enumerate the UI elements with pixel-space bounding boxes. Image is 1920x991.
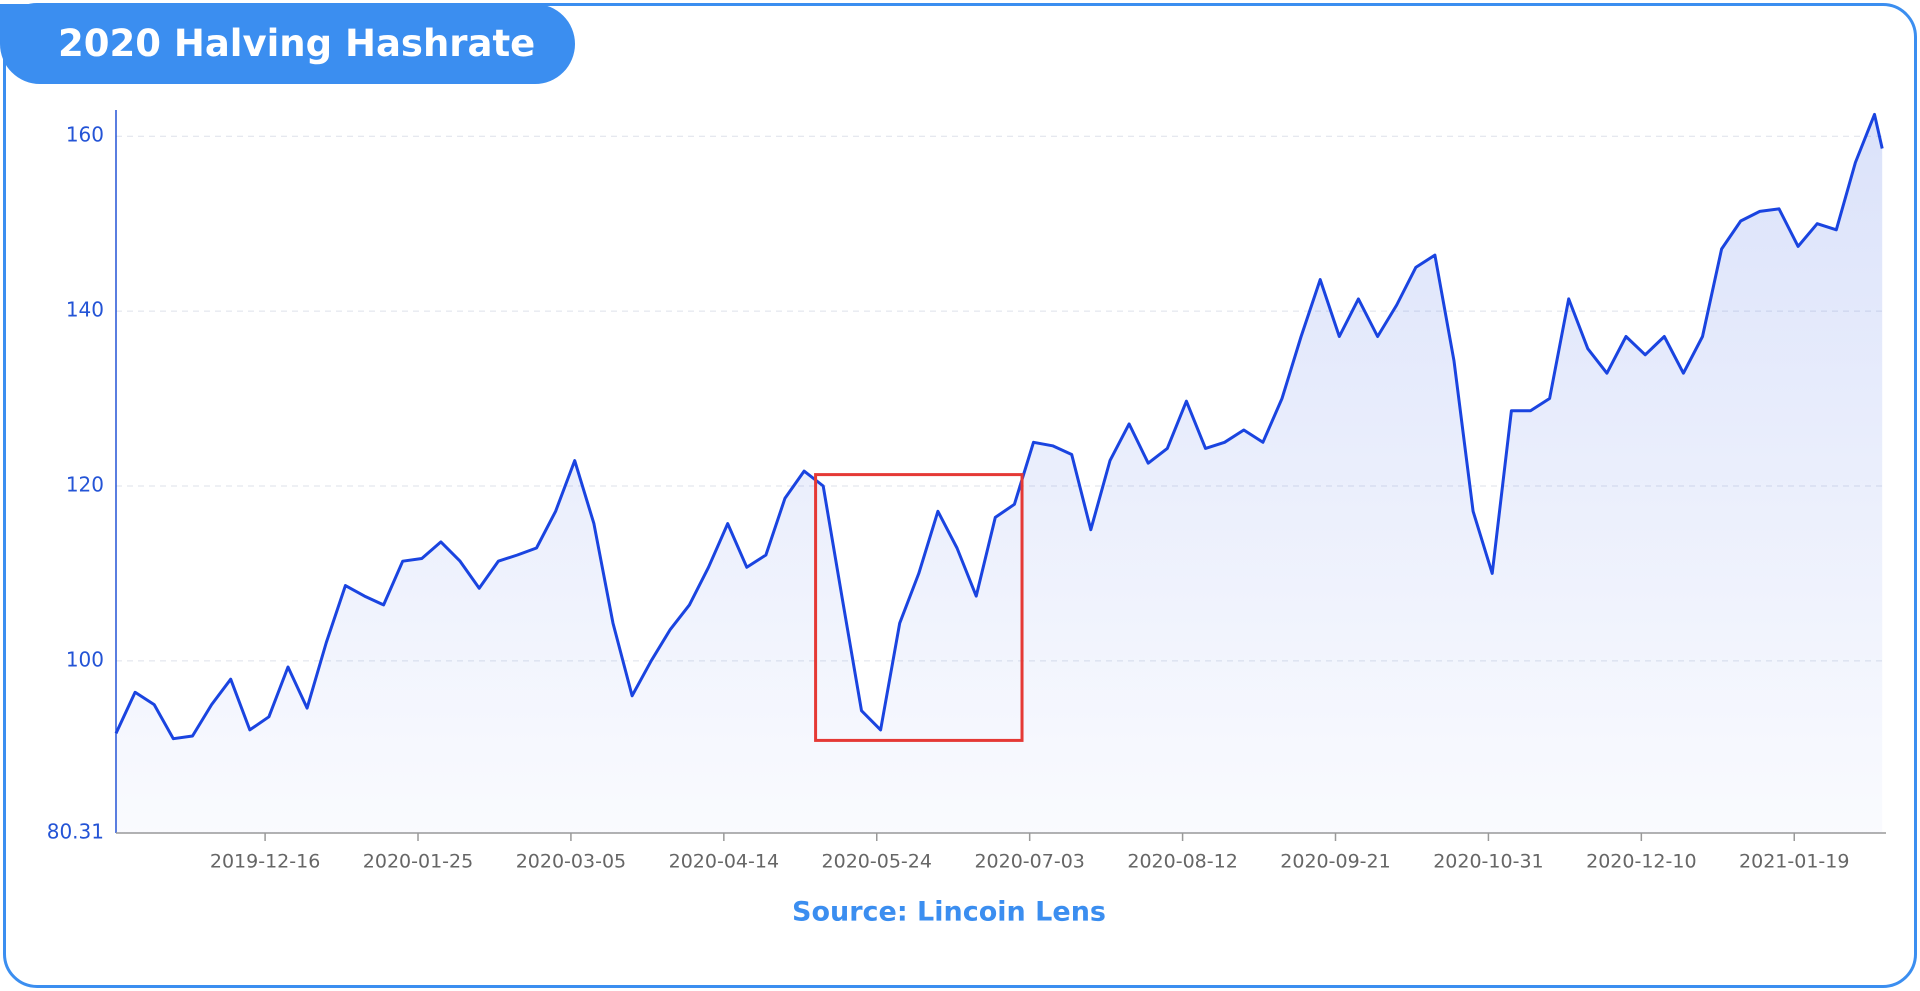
- y-tick-label: 100: [66, 647, 104, 671]
- y-tick-label: 80.31: [47, 820, 104, 844]
- highlight-box: [814, 473, 1024, 742]
- x-tick-label: 2019-12-16: [210, 851, 320, 873]
- x-tick-label: 2020-08-12: [1127, 851, 1237, 873]
- x-tick-label: 2020-09-21: [1280, 851, 1390, 873]
- y-tick-label: 140: [66, 298, 104, 322]
- y-tick-label: 120: [66, 472, 104, 496]
- x-tick-label: 2020-05-24: [822, 851, 932, 873]
- x-tick-label: 2020-01-25: [363, 851, 473, 873]
- chart-title: 2020 Halving Hashrate: [0, 4, 575, 84]
- card-border: [3, 3, 1917, 988]
- source-note: Source: Lincoin Lens: [792, 897, 1106, 928]
- x-tick-label: 2021-01-19: [1739, 851, 1849, 873]
- hashrate-line: [114, 112, 1884, 741]
- x-tick-label: 2020-04-14: [669, 851, 779, 873]
- x-tick-label: 2020-03-05: [516, 851, 626, 873]
- x-tick-label: 2020-10-31: [1433, 851, 1543, 873]
- y-tick-label: 160: [66, 123, 104, 147]
- x-tick-label: 2020-07-03: [974, 851, 1084, 873]
- x-tick-label: 2020-12-10: [1586, 851, 1696, 873]
